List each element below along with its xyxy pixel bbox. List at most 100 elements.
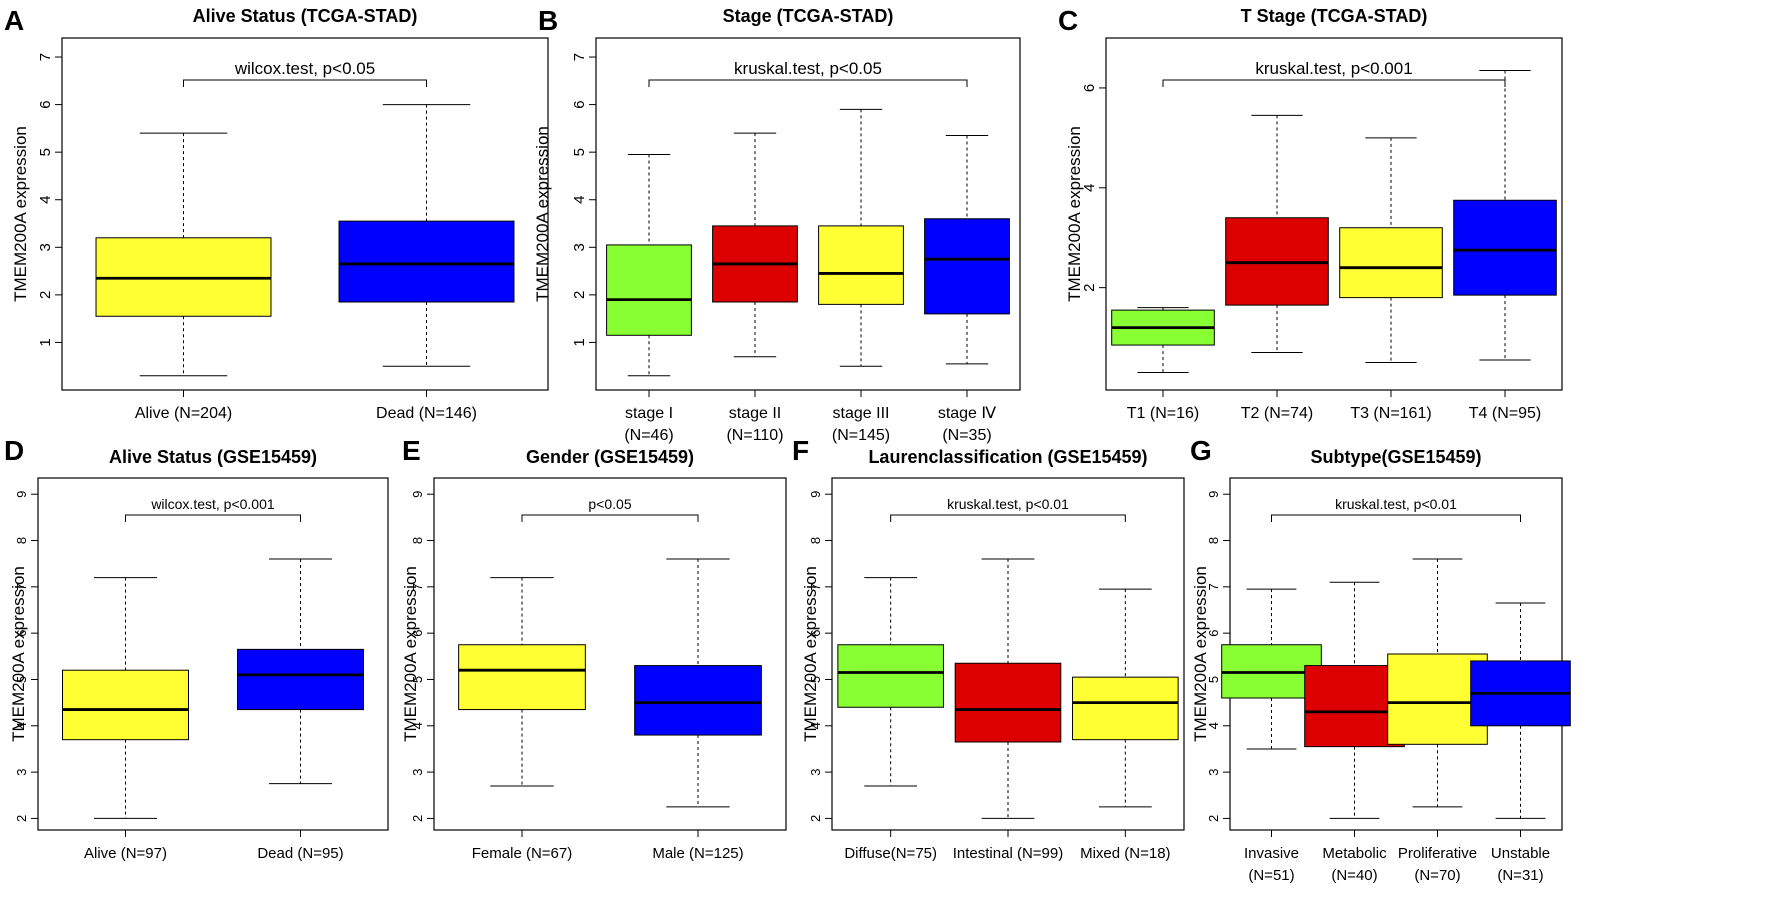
box-4 xyxy=(924,135,1010,365)
y-tick-label: 3 xyxy=(808,768,823,775)
iqr-box xyxy=(606,244,692,336)
y-tick-label: 7 xyxy=(14,583,29,590)
x-tick-label: T4 (N=95) xyxy=(1469,405,1541,422)
panel-letter: G xyxy=(1190,435,1212,466)
x-tick-label: (N=70) xyxy=(1414,867,1460,884)
box-1 xyxy=(606,154,692,377)
plot-frame xyxy=(61,37,549,391)
y-tick-label: 4 xyxy=(1206,722,1221,729)
chart-title: T Stage (TCGA-STAD) xyxy=(1241,6,1428,26)
box-1 xyxy=(62,577,189,819)
y-tick-label: 4 xyxy=(14,722,29,729)
panel-a: A Alive Status (TCGA-STAD) 1 2 3 4 5 6 7 TMEM200A… xyxy=(4,5,549,422)
box-4 xyxy=(1453,69,1557,361)
x-tick-label: stage II xyxy=(729,405,781,422)
significance-bracket xyxy=(648,79,968,87)
y-tick-label: 4 xyxy=(1081,184,1098,192)
y-tick-label: 3 xyxy=(571,243,588,251)
y-tick-label: 5 xyxy=(1206,676,1221,683)
y-tick-label: 2 xyxy=(410,815,425,822)
x-tick-label: T3 (N=161) xyxy=(1350,405,1431,422)
box-2 xyxy=(1225,114,1329,354)
y-tick-label: 2 xyxy=(1206,815,1221,822)
y-tick-label: 6 xyxy=(37,100,54,108)
chart-title: Alive Status (GSE15459) xyxy=(109,447,317,467)
y-tick-label: 2 xyxy=(808,815,823,822)
box-1 xyxy=(458,577,586,787)
panel-letter: F xyxy=(792,435,809,466)
y-tick-label: 7 xyxy=(410,583,425,590)
y-tick-label: 1 xyxy=(571,338,588,346)
panel-g: G Subtype(GSE15459) 2 3 4 5 6 7 8 9 TMEM200A expre… xyxy=(1190,435,1571,884)
x-tick-label: (N=35) xyxy=(942,427,991,444)
y-tick-label: 2 xyxy=(14,815,29,822)
plot-frame xyxy=(433,477,787,831)
panel-letter: E xyxy=(402,435,421,466)
panel-letter: B xyxy=(538,5,558,36)
box-1 xyxy=(837,577,944,787)
box-4 xyxy=(1470,602,1571,819)
y-tick-label: 8 xyxy=(410,537,425,544)
y-tick-label: 9 xyxy=(14,491,29,498)
x-tick-label: Female (N=67) xyxy=(472,845,572,862)
x-tick-label: (N=40) xyxy=(1331,867,1377,884)
y-tick-label: 4 xyxy=(37,196,54,204)
iqr-box xyxy=(837,644,944,708)
significance-bracket xyxy=(125,514,301,522)
test-label: kruskal.test, p<0.05 xyxy=(734,59,882,78)
significance-bracket xyxy=(890,514,1126,522)
y-tick-label: 1 xyxy=(37,338,54,346)
y-tick-label: 6 xyxy=(808,630,823,637)
y-tick-label: 4 xyxy=(808,722,823,729)
y-tick-label: 9 xyxy=(410,491,425,498)
test-label: p<0.05 xyxy=(588,496,631,512)
chart-title: Laurenclassification (GSE15459) xyxy=(868,447,1147,467)
y-tick-label: 9 xyxy=(808,491,823,498)
y-axis-label: TMEM200A expression xyxy=(11,126,30,302)
y-tick-label: 5 xyxy=(808,676,823,683)
x-tick-label: Mixed (N=18) xyxy=(1080,845,1170,862)
x-tick-label: (N=51) xyxy=(1248,867,1294,884)
x-tick-label: stage I xyxy=(625,405,673,422)
box-2 xyxy=(237,558,364,785)
plot-frame xyxy=(37,477,389,831)
iqr-box xyxy=(458,644,586,711)
x-tick-label: (N=145) xyxy=(832,427,890,444)
panel-c: C T Stage (TCGA-STAD) 2 4 6 TMEM200A expressi… xyxy=(1058,5,1563,422)
box-1 xyxy=(95,132,272,377)
significance-bracket xyxy=(521,514,699,522)
panel-e: E Gender (GSE15459) 2 3 4 5 6 7 8 9 TMEM200A expre… xyxy=(401,435,787,862)
x-tick-label: Metabolic xyxy=(1322,845,1387,862)
chart-title: Subtype(GSE15459) xyxy=(1310,447,1481,467)
x-tick-label: Dead (N=95) xyxy=(257,845,343,862)
x-tick-label: Invasive xyxy=(1244,845,1299,862)
x-tick-label: Dead (N=146) xyxy=(376,405,477,422)
test-label: wilcox.test, p<0.001 xyxy=(150,496,275,512)
significance-bracket xyxy=(1162,79,1506,87)
y-tick-label: 7 xyxy=(571,53,588,61)
y-tick-label: 7 xyxy=(808,583,823,590)
y-tick-label: 8 xyxy=(808,537,823,544)
box-3 xyxy=(1072,588,1179,808)
test-label: wilcox.test, p<0.05 xyxy=(234,59,375,78)
y-axis-label: TMEM200A expression xyxy=(401,566,420,742)
x-tick-label: Proliferative xyxy=(1398,845,1477,862)
y-tick-label: 3 xyxy=(410,768,425,775)
plot-frame xyxy=(595,37,1021,391)
iqr-box xyxy=(924,218,1010,315)
x-tick-label: stage Ⅳ xyxy=(938,405,997,422)
y-axis-label: TMEM200A expression xyxy=(533,126,552,302)
x-tick-label: (N=110) xyxy=(726,427,783,444)
x-tick-label: Diffuse(N=75) xyxy=(844,845,937,862)
y-tick-label: 3 xyxy=(14,768,29,775)
y-axis-label: TMEM200A expression xyxy=(801,566,820,742)
x-tick-label: T2 (N=74) xyxy=(1241,405,1313,422)
x-tick-label: stage III xyxy=(833,405,890,422)
y-tick-label: 9 xyxy=(1206,491,1221,498)
y-tick-label: 3 xyxy=(1206,768,1221,775)
box-3 xyxy=(1339,137,1443,364)
test-label: kruskal.test, p<0.01 xyxy=(1335,496,1457,512)
iqr-box xyxy=(338,220,515,303)
panel-b: B Stage (TCGA-STAD) 1 2 3 4 5 6 7 TMEM200A expres… xyxy=(533,5,1021,444)
